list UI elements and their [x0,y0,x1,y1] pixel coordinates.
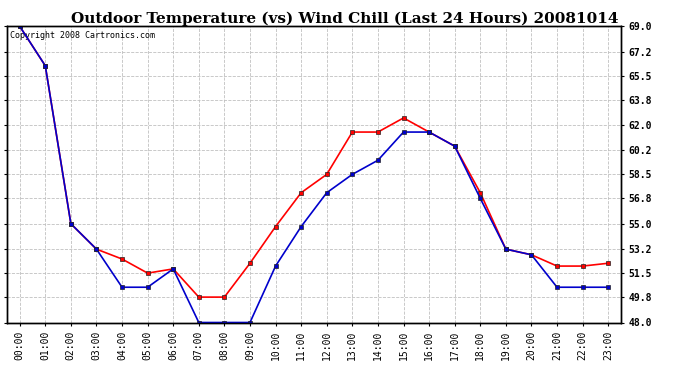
Text: Copyright 2008 Cartronics.com: Copyright 2008 Cartronics.com [10,31,155,40]
Text: Outdoor Temperature (vs) Wind Chill (Last 24 Hours) 20081014: Outdoor Temperature (vs) Wind Chill (Las… [71,11,619,26]
